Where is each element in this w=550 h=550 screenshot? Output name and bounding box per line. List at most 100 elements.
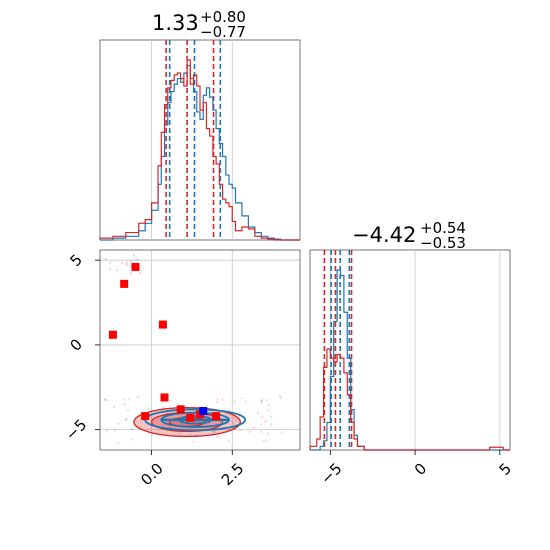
sample-dot	[128, 398, 131, 401]
sample-dot	[256, 411, 260, 415]
sample-dot	[264, 439, 268, 442]
sample-dot	[240, 397, 243, 400]
sample-dot	[124, 418, 128, 422]
sample-dot	[129, 271, 132, 275]
sample-dot	[147, 407, 151, 410]
sample-dot	[233, 400, 236, 403]
sample-dot	[260, 399, 263, 403]
p2-title-plus: +0.54	[420, 219, 466, 237]
sample-dot	[162, 406, 165, 409]
sample-dot	[117, 422, 120, 426]
sample-dot	[269, 415, 273, 418]
p1-title-minus: −0.77	[200, 23, 246, 41]
sample-dot	[266, 432, 269, 435]
panel-2d-frame	[99, 249, 301, 451]
sample-dot	[130, 427, 134, 431]
sample-dot	[105, 430, 108, 433]
sample-dot	[136, 258, 140, 262]
panel-p2-hist-lines	[309, 269, 510, 451]
sample-dot	[169, 426, 173, 429]
sc-xtick-label-1: 2.5	[218, 460, 248, 490]
sample-dot	[130, 438, 134, 441]
sample-dot	[103, 398, 107, 401]
sample-dot	[270, 423, 273, 426]
sample-dot	[260, 423, 263, 426]
sample-dot	[280, 431, 283, 434]
p1-hist-red	[99, 59, 300, 241]
sample-dot	[260, 398, 264, 402]
sample-dot	[227, 408, 231, 411]
sample-dot	[261, 415, 264, 418]
sample-dot	[109, 261, 112, 264]
sample-dot	[279, 396, 283, 400]
sample-dot	[278, 394, 281, 398]
sc-xtick-label-0: 0.0	[137, 460, 167, 490]
sample-dot	[115, 269, 119, 272]
panel-2d-scatter: 0.0 2.5 −5 0 5	[62, 249, 301, 490]
sample-dot	[267, 409, 270, 412]
sample-dot	[123, 403, 126, 406]
p2-xtick-label-2: 5	[496, 460, 515, 479]
panel-p1-hist-lines	[99, 59, 300, 241]
p2-xtick-label-0: −5	[317, 460, 345, 488]
sample-dot	[162, 423, 165, 426]
sample-dot	[252, 426, 255, 429]
red-marker-1	[120, 279, 129, 288]
sample-dot	[125, 261, 128, 265]
p2-hist-red	[309, 348, 510, 451]
sample-dot	[120, 262, 124, 265]
panel-p2-quantile-lines	[323, 250, 353, 450]
sample-dot	[178, 432, 181, 436]
sample-dot	[112, 405, 116, 408]
red-marker-8	[186, 413, 195, 422]
red-marker-7	[141, 412, 150, 421]
sample-dot	[227, 439, 230, 442]
panel-p1-quantile-lines	[165, 40, 222, 240]
sample-dot	[138, 272, 142, 275]
sample-dot	[108, 267, 112, 271]
sample-dot	[129, 260, 133, 263]
sample-dot	[221, 398, 224, 401]
red-marker-3	[108, 330, 117, 339]
p1-hist-blue	[100, 64, 300, 241]
panel-p1-frame	[99, 39, 301, 241]
sample-dot	[215, 435, 219, 438]
panel-p2-grid	[329, 250, 501, 450]
red-marker-5	[77, 370, 85, 378]
sample-dot	[192, 440, 195, 443]
sample-dot	[213, 431, 216, 434]
sample-dot	[126, 409, 130, 412]
sample-dot	[260, 430, 263, 434]
red-marker-4	[158, 320, 167, 329]
red-marker-2	[85, 336, 93, 344]
red-marker-11	[176, 405, 185, 414]
sample-dot	[117, 441, 120, 445]
panel-2d-x-ticks: 0.0 2.5	[137, 450, 248, 490]
sample-dot	[262, 440, 265, 443]
sample-dot	[125, 263, 128, 267]
red-marker-6	[160, 393, 169, 402]
red-marker-10	[212, 412, 221, 421]
panel-p2-x-ticks: −5 0 5	[317, 450, 515, 488]
sample-dot	[107, 399, 110, 402]
panel-2d-markers	[77, 262, 221, 422]
sample-dot	[264, 420, 267, 423]
sample-dot	[114, 429, 117, 432]
sample-dot	[123, 398, 126, 401]
sample-dot	[235, 418, 238, 422]
sample-dot	[267, 403, 270, 407]
sample-dot	[233, 416, 236, 420]
sample-dot	[265, 398, 268, 402]
sample-dot	[248, 430, 251, 433]
sc-ytick-label-2: 5	[66, 251, 85, 270]
sample-dot	[260, 401, 263, 404]
panel-p1-histogram: 1.33 +0.80 −0.77	[99, 8, 301, 241]
sample-dot	[189, 433, 192, 436]
sample-dot	[104, 257, 108, 261]
sample-dot	[238, 428, 242, 432]
sample-dot	[216, 398, 220, 401]
p2-xtick-label-1: 0	[411, 460, 430, 479]
sc-ytick-label-1: 0	[66, 335, 85, 354]
sample-dot	[137, 396, 140, 399]
